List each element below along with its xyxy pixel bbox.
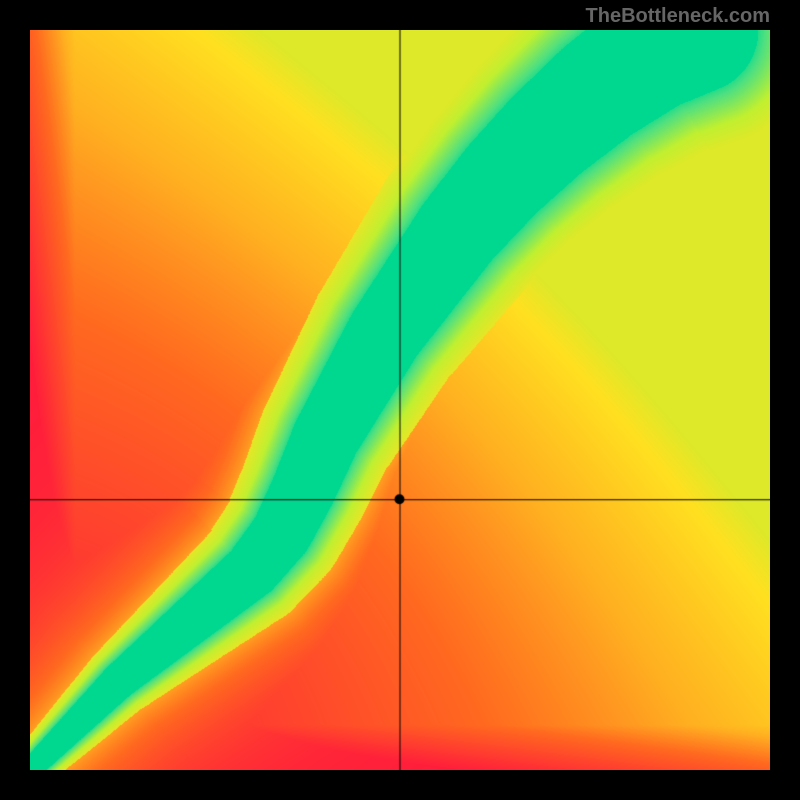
watermark-text: TheBottleneck.com [586,5,770,28]
heatmap-plot [30,30,770,770]
heatmap-canvas [30,30,770,770]
chart-container: TheBottleneck.com [0,0,800,800]
